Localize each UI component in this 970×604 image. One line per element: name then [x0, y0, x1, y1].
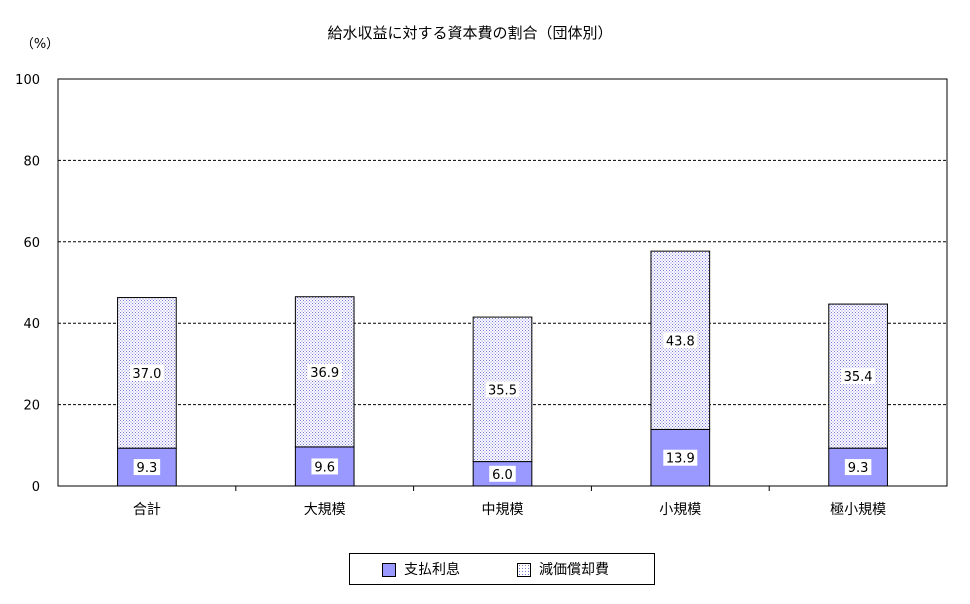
legend-item-interest: 支払利息 [382, 561, 460, 579]
y-tick-label: 80 [23, 154, 40, 169]
data-label: 9.6 [314, 460, 335, 475]
data-label: 43.8 [666, 334, 695, 349]
legend-item-depreciation: 減価償却費 [517, 561, 609, 579]
data-label-bg [307, 363, 342, 380]
data-label: 36.9 [310, 366, 339, 381]
x-tick-label: 中規模 [482, 502, 524, 518]
legend-swatch-depreciation [517, 563, 531, 577]
data-label: 35.4 [844, 370, 873, 385]
x-tick-label: 極小規模 [830, 502, 886, 518]
legend: 支払利息 減価償却費 [349, 553, 655, 585]
data-label: 6.0 [492, 468, 513, 483]
chart-title: 給水収益に対する資本費の割合（団体別） [327, 24, 612, 42]
data-label-bg [841, 368, 876, 385]
data-label-bg [129, 364, 164, 381]
y-tick-label: 100 [15, 73, 40, 88]
y-tick-label: 60 [23, 236, 40, 251]
x-tick-label: 小規模 [659, 502, 701, 518]
data-label-bg [311, 458, 338, 475]
data-label-bg [485, 381, 520, 398]
x-tick-label: 合計 [133, 502, 161, 518]
legend-label-depreciation: 減価償却費 [539, 562, 609, 578]
legend-label-interest: 支払利息 [404, 562, 460, 578]
data-label: 35.5 [488, 383, 517, 398]
data-label-bg [133, 459, 161, 476]
data-label-bg [489, 465, 516, 482]
data-label: 13.9 [666, 452, 695, 467]
data-label-bg [663, 449, 698, 466]
y-axis-unit: （%） [21, 37, 59, 52]
data-label: 37.0 [132, 367, 161, 382]
data-label-bg [663, 332, 698, 349]
y-tick-label: 40 [23, 317, 40, 332]
y-tick-label: 20 [23, 399, 40, 414]
x-tick-label: 大規模 [304, 502, 346, 518]
legend-swatch-interest [382, 563, 396, 577]
y-tick-label: 0 [32, 480, 40, 495]
data-label: 9.3 [848, 461, 869, 476]
data-label: 9.3 [137, 461, 158, 476]
data-label-bg [844, 459, 872, 476]
